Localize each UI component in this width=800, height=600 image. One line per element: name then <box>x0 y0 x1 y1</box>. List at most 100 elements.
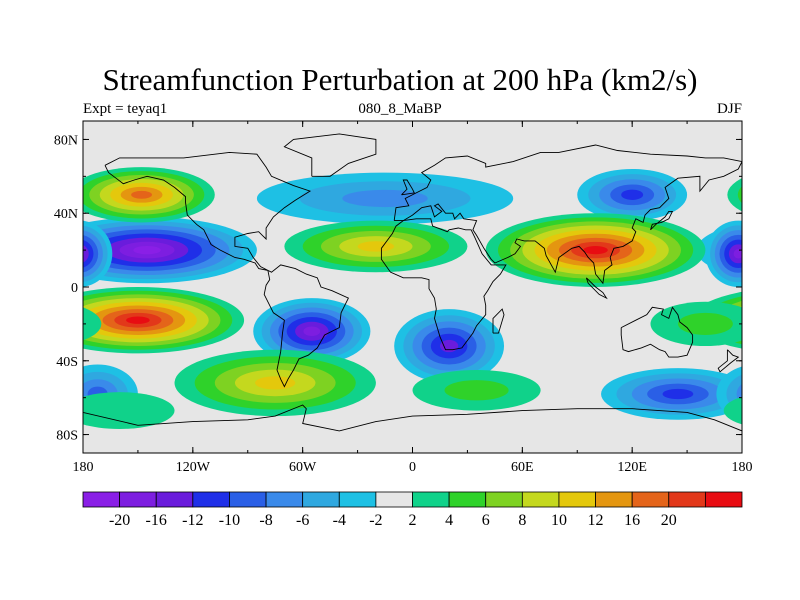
legend-label: -12 <box>182 512 203 529</box>
contour-band <box>765 238 800 263</box>
contour-band <box>83 392 175 430</box>
legend-swatch <box>485 491 523 508</box>
contour-band <box>779 242 800 259</box>
lon-tick-label: 60E <box>511 460 534 475</box>
legend-swatch <box>229 491 267 508</box>
contour-band <box>792 246 800 254</box>
legend-label: 16 <box>624 512 640 529</box>
legend-label: -4 <box>333 512 346 529</box>
neg-blob-c <box>394 309 505 383</box>
contour-band <box>0 373 80 414</box>
coastline <box>83 404 742 432</box>
contour-band <box>769 183 800 207</box>
neg-blob-b <box>253 298 371 365</box>
contour-band <box>773 313 800 328</box>
contour-band <box>662 388 694 400</box>
contour-band <box>83 245 89 263</box>
legend-swatch <box>412 491 450 508</box>
legend-label: -10 <box>219 512 240 529</box>
legend-swatch <box>558 491 596 508</box>
contour-band <box>342 189 428 208</box>
lat-tick-label: 0 <box>71 281 78 296</box>
contour-band <box>759 179 800 211</box>
contour-band <box>621 189 644 200</box>
contour-band <box>723 396 742 425</box>
coastline <box>380 218 507 351</box>
contour-fill-layer <box>0 167 800 430</box>
neg-blob-f <box>0 368 742 420</box>
contour-band <box>762 309 800 331</box>
contour-band <box>750 305 800 335</box>
lon-tick-label: 0 <box>409 460 416 475</box>
contour-band <box>583 246 608 255</box>
contour-band <box>4 389 35 399</box>
coastline-layer <box>83 133 742 432</box>
legend-label: -6 <box>296 512 309 529</box>
pos-blob-g <box>19 301 742 347</box>
legend-label: 8 <box>518 512 526 529</box>
lat-tick-label: 40N <box>54 207 78 222</box>
legend-swatch <box>82 491 121 508</box>
contour-band <box>737 186 742 204</box>
legend-swatch <box>119 491 157 508</box>
legend-label: 12 <box>588 512 604 529</box>
coastline <box>283 133 377 177</box>
contour-band <box>131 190 153 199</box>
contour-band <box>748 175 800 215</box>
contour-band <box>733 249 742 259</box>
lat-tick-label: 40S <box>56 355 78 370</box>
legend-swatch <box>265 491 304 508</box>
color-legend: -20 -16 -12 -10 -8 -6 -4 -2 2 4 6 8 10 12 16 20 <box>82 491 743 529</box>
contour-band <box>357 241 395 252</box>
pos-blob-h <box>83 392 742 430</box>
contour-band <box>737 313 742 327</box>
legend-swatch <box>595 491 633 508</box>
contour-band <box>727 178 742 212</box>
coastline <box>585 277 608 300</box>
neg-blob-e <box>577 168 688 221</box>
legend-swatch <box>302 491 340 508</box>
pos-blob-f <box>412 370 541 411</box>
coastline <box>650 210 674 231</box>
legend-label: 4 <box>445 512 453 529</box>
legend-swatch <box>668 491 706 508</box>
contour-band <box>0 378 65 409</box>
contour-band <box>255 376 296 390</box>
legend-label: -16 <box>146 512 167 529</box>
contour-band <box>790 191 800 199</box>
map-title: Streamfunction Perturbation at 200 hPa (… <box>102 62 698 97</box>
coastline <box>104 151 312 271</box>
contour-band <box>780 187 800 203</box>
pos-blob-d <box>485 213 706 287</box>
contour-band <box>83 379 96 409</box>
legend-swatch <box>338 491 377 508</box>
neg-blob-g <box>83 220 742 287</box>
coastline <box>263 264 350 388</box>
pos-blob-b <box>83 167 800 223</box>
coastline <box>401 179 415 196</box>
experiment-label: Expt = teyaq1 <box>83 101 168 117</box>
legend-label: 2 <box>409 512 417 529</box>
contour-band <box>751 234 800 267</box>
legend-swatch <box>192 491 230 508</box>
legend-swatch <box>521 491 560 508</box>
legend-label: 6 <box>482 512 490 529</box>
coastline <box>492 308 505 334</box>
lat-tick-label: 80N <box>54 133 78 148</box>
legend-swatch <box>375 491 413 508</box>
contour-band <box>444 380 509 401</box>
coastline <box>717 349 740 373</box>
coastline <box>620 306 694 358</box>
contour-band <box>737 242 742 258</box>
contour-band <box>19 313 74 335</box>
contour-band <box>126 316 150 324</box>
case-label: 080_8_MaBP <box>358 101 442 117</box>
lon-tick-label: 120E <box>617 460 647 475</box>
axis-ticks: 180 120W 60W 0 60E 120E 180 80N 40N 0 40S 80S <box>54 121 753 475</box>
legend-label: 20 <box>661 512 677 529</box>
legend-label: -8 <box>259 512 272 529</box>
contour-band <box>303 326 321 337</box>
lon-tick-label: 180 <box>732 460 753 475</box>
contour-band <box>83 240 94 268</box>
